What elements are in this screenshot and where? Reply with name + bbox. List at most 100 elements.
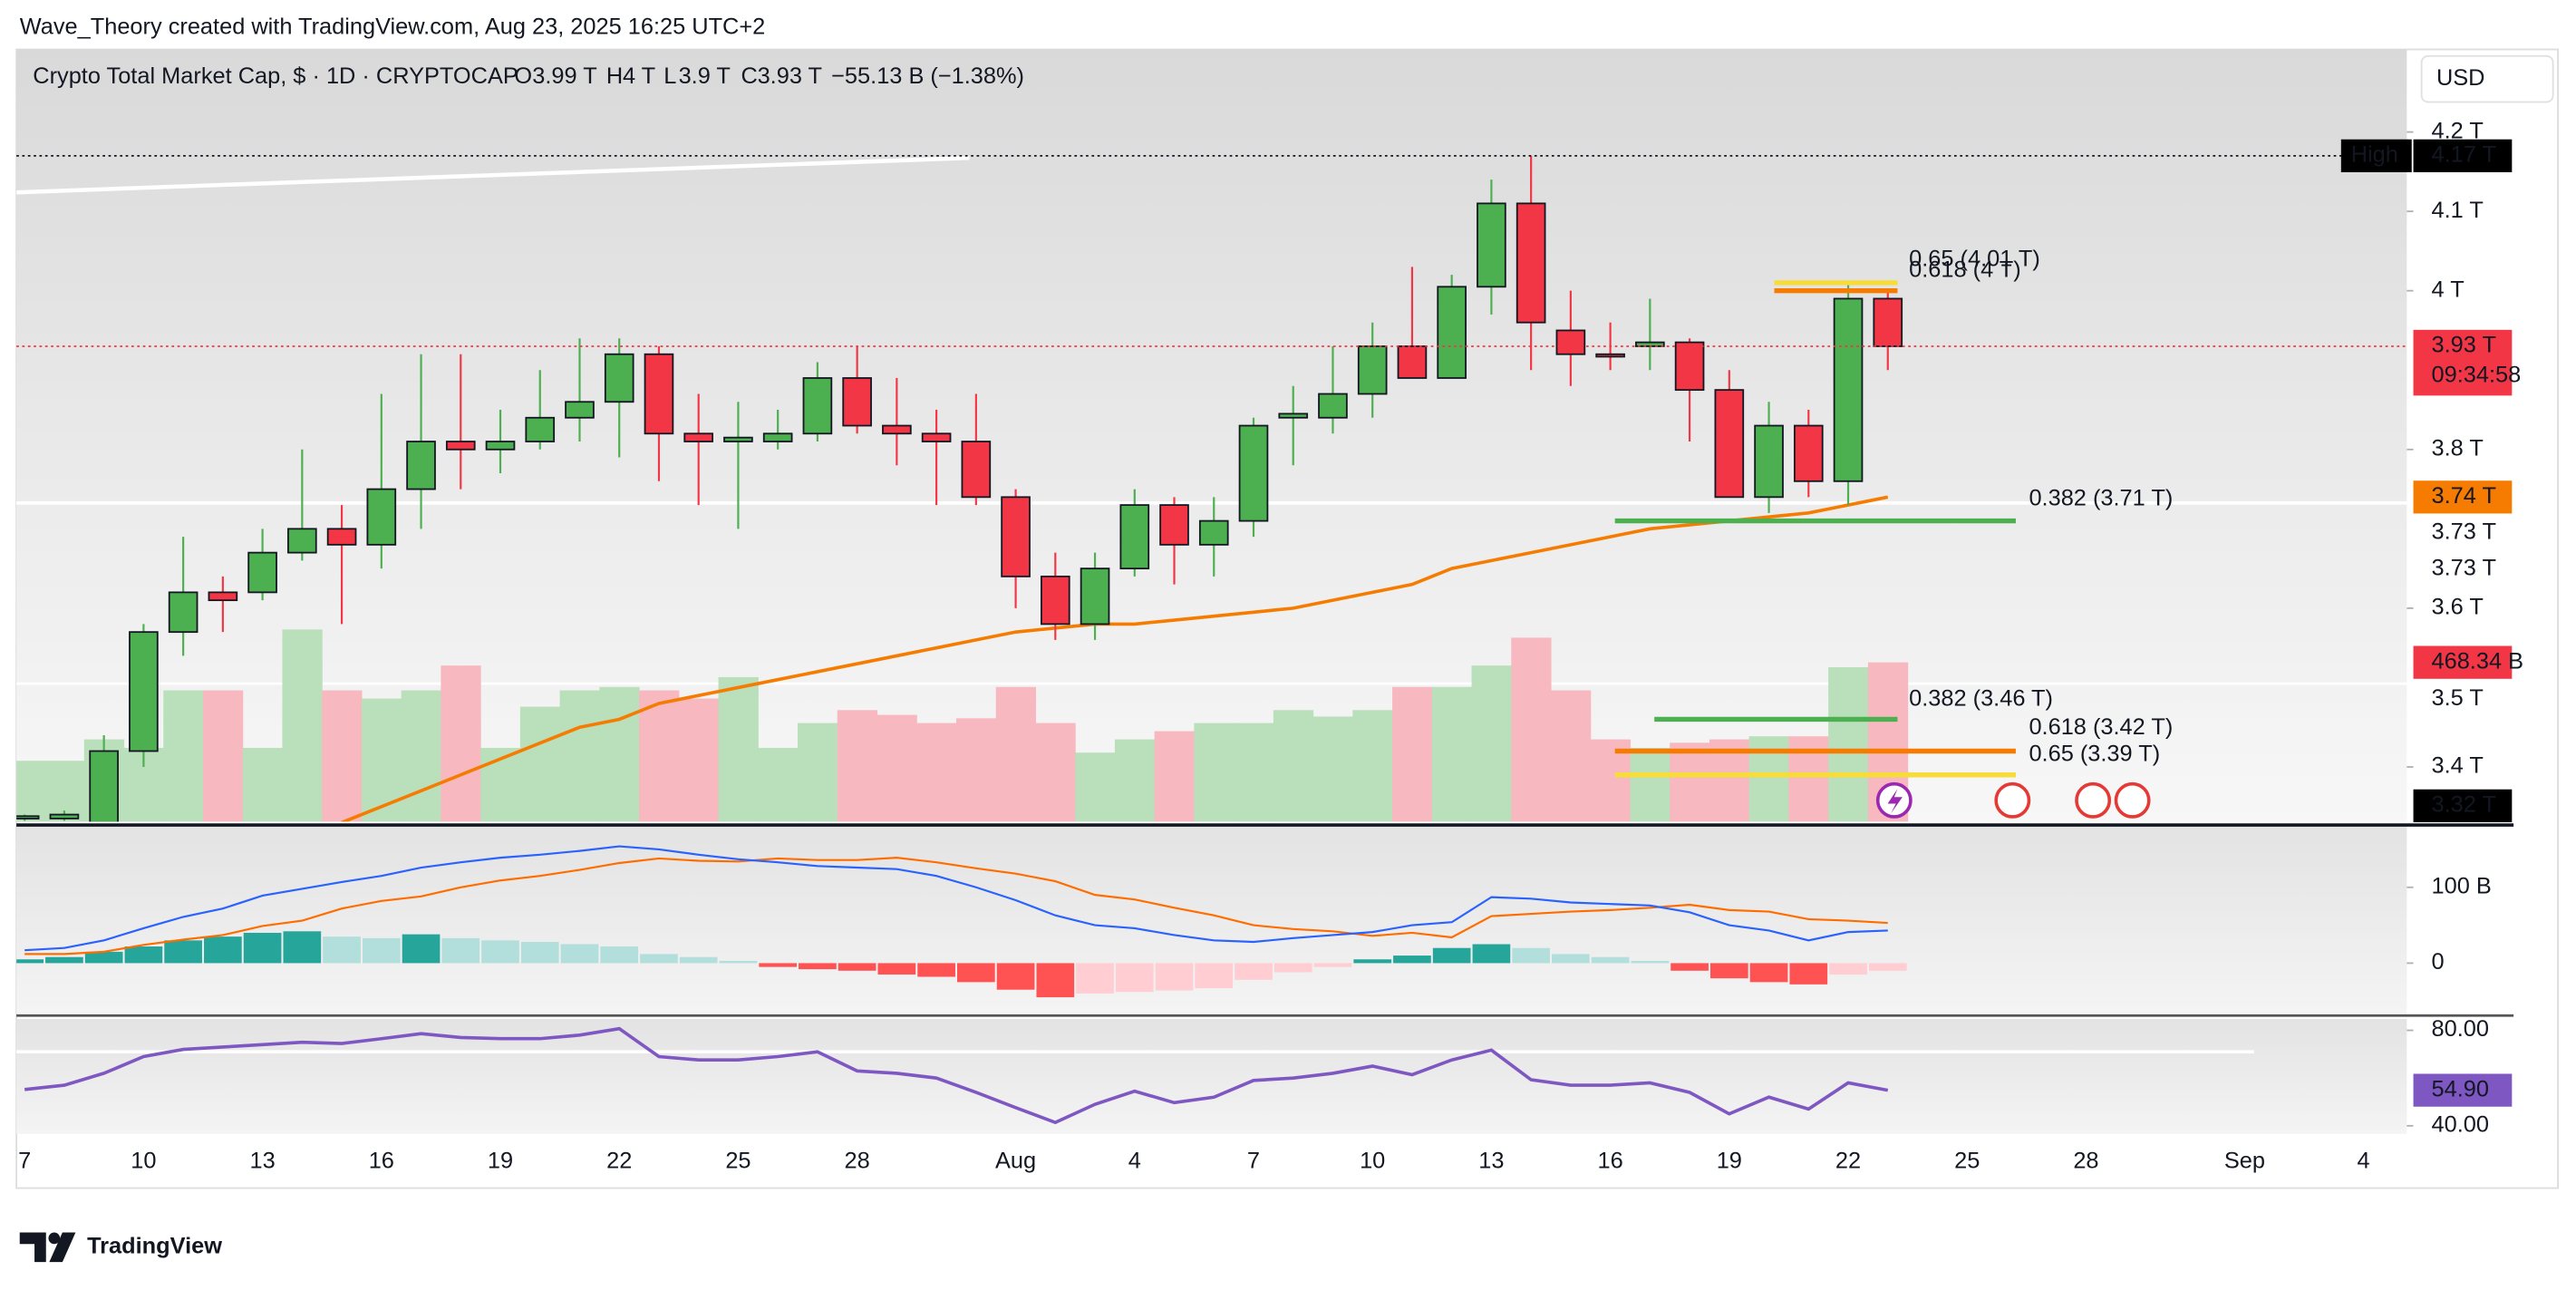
- y-tick-label: 4.1 T: [2432, 198, 2484, 223]
- volume-bar: [1114, 739, 1156, 822]
- event-icon[interactable]: [2114, 781, 2151, 819]
- fib-label: 0.65 (3.39 T): [2029, 742, 2160, 767]
- volume-bar: [1392, 686, 1433, 822]
- currency-button-box[interactable]: [2420, 54, 2554, 103]
- candle-body: [1001, 496, 1031, 577]
- macd-histogram-bar: [1195, 963, 1234, 989]
- candle-body: [525, 416, 556, 442]
- volume-bar: [1431, 686, 1473, 822]
- macd-histogram-bar: [679, 956, 718, 964]
- y-tick-label: 4 T: [2432, 276, 2465, 302]
- macd-histogram-bar: [16, 959, 44, 964]
- macd-histogram-bar: [1115, 963, 1154, 993]
- volume-bar: [758, 747, 799, 822]
- price-label-box: [2413, 139, 2513, 172]
- macd-histogram-bar: [1671, 963, 1709, 971]
- price-label-box: [2413, 683, 2513, 716]
- ohlc-key: L: [663, 63, 676, 89]
- candle-body: [1714, 389, 1745, 499]
- volume-bar: [282, 629, 323, 822]
- macd-histogram-bar: [996, 963, 1035, 990]
- macd-histogram-bar: [283, 931, 322, 964]
- macd-histogram-bar: [1432, 947, 1471, 964]
- event-icon[interactable]: [2075, 781, 2112, 819]
- x-tick-label: 19: [1717, 1148, 1742, 1173]
- x-tick-label: 28: [845, 1148, 870, 1173]
- macd-histogram-bar: [1789, 963, 1828, 985]
- price-label: 3.32 T: [2432, 792, 2496, 818]
- candle-body: [644, 353, 674, 435]
- logo-mark: [49, 1232, 76, 1263]
- candle-body: [1833, 297, 1864, 482]
- macd-histogram-bar: [441, 937, 480, 964]
- volume-bar: [1828, 667, 1869, 822]
- macd-histogram-bar: [560, 944, 599, 964]
- volume-bar: [599, 686, 640, 822]
- fib-label: 0.382 (3.71 T): [2029, 486, 2173, 511]
- volume-bar: [876, 714, 917, 822]
- rsi-pane: [16, 1018, 2407, 1134]
- volume-bar: [441, 665, 481, 822]
- macd-histogram-bar: [84, 951, 123, 964]
- y-tick-label: 4.2 T: [2432, 118, 2484, 143]
- macd-histogram-bar: [640, 954, 678, 964]
- price-label: 3.73 T: [2432, 555, 2496, 580]
- macd-histogram-bar: [1353, 959, 1392, 964]
- macd-histogram-bar: [917, 963, 955, 977]
- volume-bar: [1511, 637, 1552, 822]
- x-tick-label: 25: [725, 1148, 751, 1173]
- volume-bar: [1312, 716, 1353, 822]
- ohlc-value: 3.99 T: [532, 63, 596, 89]
- candle-body: [129, 631, 159, 752]
- change: −55.13 B (−1.38%): [831, 63, 1024, 89]
- volume-bar: [1670, 742, 1710, 822]
- volume-bar: [955, 718, 997, 822]
- price-label: 3.74 T: [2432, 483, 2496, 509]
- candle-body: [168, 591, 199, 634]
- price-label: 3.5 T: [2432, 685, 2484, 711]
- candle-body: [604, 353, 634, 403]
- candle-body: [1397, 345, 1428, 379]
- macd-histogram-bar: [1868, 963, 1907, 971]
- legend: Crypto Total Market Cap, $ · 1D · CRYPTO…: [33, 63, 1024, 89]
- fib-label: 0.65 (4.01 T): [1909, 246, 2040, 271]
- candle-body: [1477, 202, 1506, 288]
- volume-bar: [163, 690, 204, 822]
- x-tick-label: 4: [1128, 1148, 1141, 1173]
- macd-histogram-bar: [124, 946, 163, 964]
- macd-histogram-bar: [1155, 963, 1194, 991]
- candle-body: [247, 551, 277, 594]
- macd-histogram-bar: [1273, 963, 1312, 973]
- volume-bar: [559, 690, 600, 822]
- volume-bar: [361, 698, 402, 822]
- x-tick-label: 25: [1954, 1148, 1980, 1173]
- macd-line: [24, 845, 1888, 952]
- volume-bar: [1154, 731, 1195, 822]
- macd-histogram-bar: [1076, 963, 1114, 994]
- candle-body: [485, 441, 516, 451]
- candle-body: [1080, 568, 1110, 626]
- ohlc-value: 3.9 T: [679, 63, 731, 89]
- macd-histogram-bar: [1709, 963, 1748, 979]
- currency-button[interactable]: USD: [2420, 54, 2554, 103]
- logo-mark: [19, 1232, 46, 1263]
- ohlc-key: H: [606, 63, 623, 89]
- x-tick-label: 28: [2073, 1148, 2098, 1173]
- x-tick-label: Sep: [2224, 1148, 2265, 1173]
- event-icon[interactable]: [1994, 781, 2031, 819]
- candle-body: [445, 441, 476, 451]
- candle-body: [1357, 345, 1388, 395]
- volume-bar: [1075, 752, 1116, 822]
- volume-bar: [1035, 723, 1076, 822]
- candle-body: [1041, 575, 1070, 626]
- moving-average: [341, 495, 1889, 822]
- currency-label[interactable]: USD: [2436, 65, 2485, 91]
- price-label: 3.73 T: [2432, 519, 2496, 545]
- x-tick-label: 7: [1247, 1148, 1260, 1173]
- macd-histogram-bar: [520, 941, 559, 964]
- y-tick-label: 80.00: [2432, 1016, 2489, 1042]
- price-label-box: [2413, 789, 2513, 822]
- ohlc-value: 4 T: [623, 63, 655, 89]
- macd-histogram-bar: [1472, 944, 1511, 964]
